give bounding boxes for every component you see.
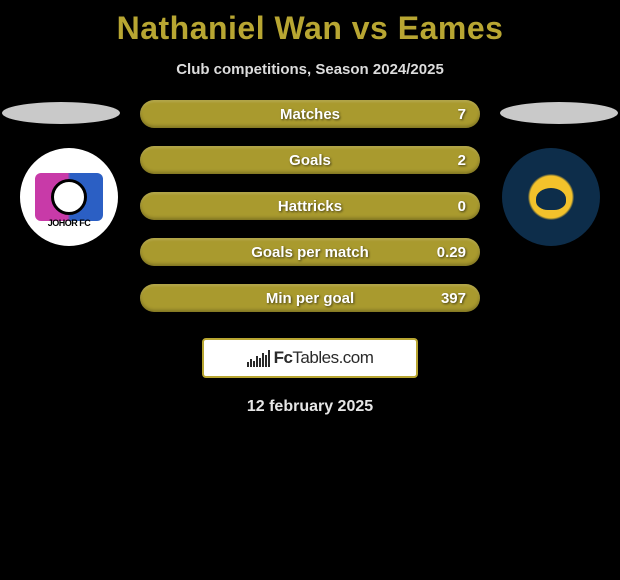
stat-value: 7 <box>458 106 466 123</box>
date-label: 12 february 2025 <box>0 398 620 416</box>
club-badge-left-label: JOHOR FC <box>48 218 91 228</box>
infographic-container: Nathaniel Wan vs Eames Club competitions… <box>0 0 620 416</box>
stat-value: 2 <box>458 152 466 169</box>
player-placeholder-right <box>500 102 618 124</box>
stat-bar-matches: Matches 7 <box>140 100 480 128</box>
club-badge-right-art <box>512 158 590 236</box>
stat-label: Goals per match <box>251 244 369 261</box>
stat-label: Min per goal <box>266 290 354 307</box>
stat-value: 397 <box>441 290 466 307</box>
brand-chart-icon <box>247 349 270 367</box>
stat-label: Matches <box>280 106 340 123</box>
club-badge-right <box>502 148 600 246</box>
brand-main: Tables <box>292 348 338 367</box>
subtitle: Club competitions, Season 2024/2025 <box>0 61 620 78</box>
brand-suffix: .com <box>339 348 374 367</box>
brand-box[interactable]: FcTables.com <box>202 338 418 378</box>
stat-bar-goals: Goals 2 <box>140 146 480 174</box>
main-area: JOHOR FC Matches 7 Goals 2 Hattricks 0 G… <box>0 100 620 312</box>
stat-value: 0 <box>458 198 466 215</box>
club-badge-left-art <box>35 173 103 221</box>
stat-bar-hattricks: Hattricks 0 <box>140 192 480 220</box>
brand-text: FcTables.com <box>274 348 374 368</box>
page-title: Nathaniel Wan vs Eames <box>0 0 620 47</box>
club-badge-left: JOHOR FC <box>20 148 118 246</box>
stat-label: Hattricks <box>278 198 342 215</box>
stat-label: Goals <box>289 152 331 169</box>
stats-list: Matches 7 Goals 2 Hattricks 0 Goals per … <box>140 100 480 312</box>
brand-prefix: Fc <box>274 348 293 367</box>
stat-bar-gpm: Goals per match 0.29 <box>140 238 480 266</box>
stat-value: 0.29 <box>437 244 466 261</box>
player-placeholder-left <box>2 102 120 124</box>
stat-bar-mpg: Min per goal 397 <box>140 284 480 312</box>
